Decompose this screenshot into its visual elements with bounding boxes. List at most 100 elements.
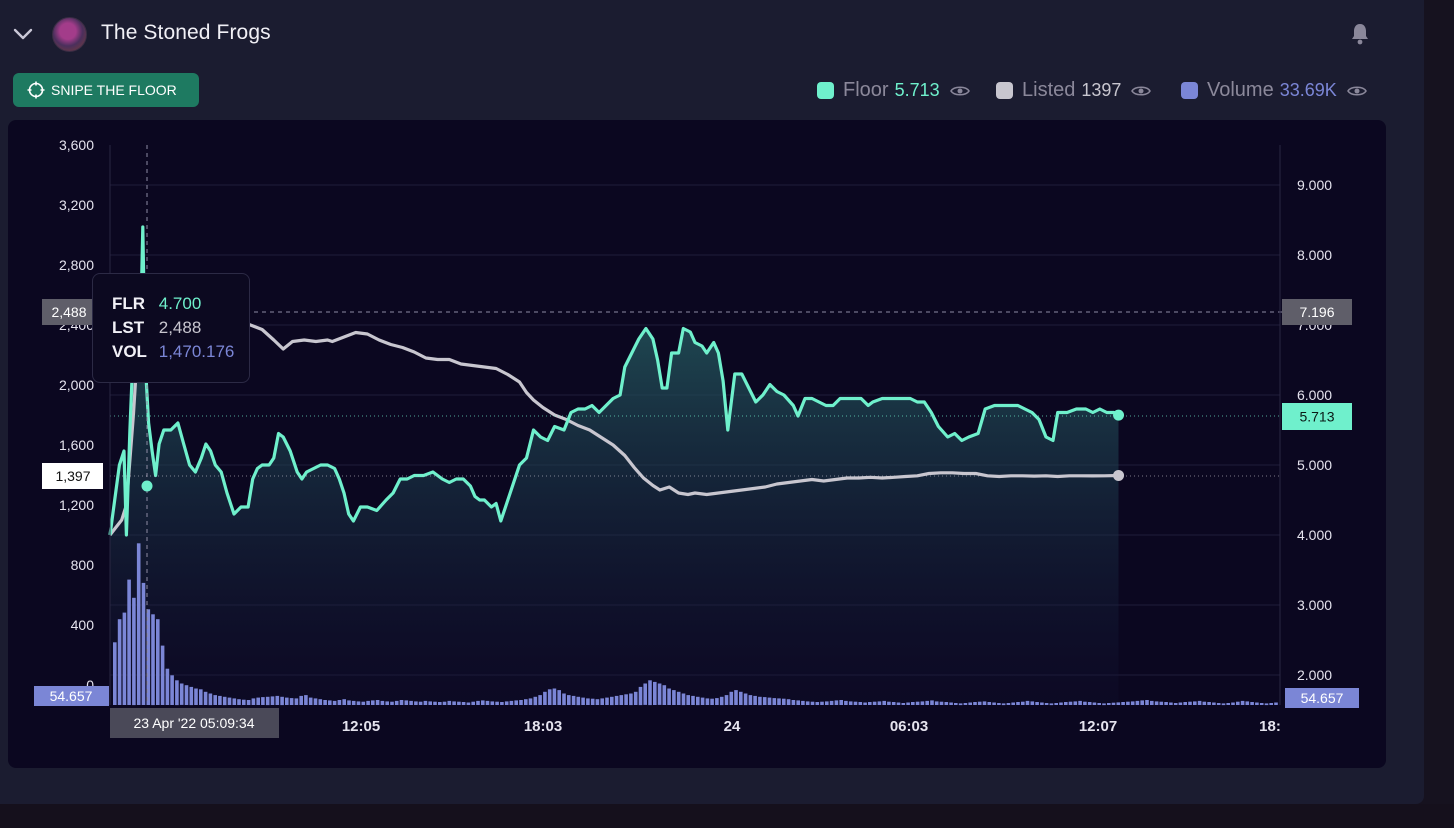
volume-bar [528, 698, 533, 705]
eye-icon[interactable] [1346, 84, 1367, 98]
volume-bar [146, 609, 151, 705]
volume-bar [1159, 701, 1164, 705]
volume-bar [729, 691, 734, 705]
crosshair-time-box [110, 708, 279, 738]
volume-bar [963, 703, 968, 705]
legend-listed[interactable]: Listed 1397 [996, 79, 1152, 102]
volume-bar [256, 697, 260, 705]
volume-bar [122, 612, 127, 705]
volume-bar [954, 703, 958, 705]
volume-bar [801, 700, 805, 705]
left-tick-label: 3,600 [59, 137, 94, 153]
volume-bar [1226, 703, 1230, 705]
volume-bar [920, 701, 925, 705]
right-tick-label: 4.000 [1297, 527, 1332, 543]
volume-bar [1259, 703, 1264, 705]
tooltip-value: 1,470.176 [158, 342, 235, 361]
volume-bar [1188, 701, 1192, 705]
volume-bar [428, 701, 432, 705]
snipe-the-floor-button[interactable]: SNIPE THE FLOOR [13, 73, 199, 107]
volume-bar [232, 698, 237, 705]
volume-bar [1178, 702, 1183, 705]
volume-bar [399, 700, 404, 705]
chevron-down-icon[interactable] [12, 23, 34, 45]
volume-bar [304, 695, 308, 705]
volume-bar [624, 694, 628, 705]
tooltip-value: 4.700 [158, 294, 202, 313]
volume-bar [328, 700, 332, 705]
volume-bar [442, 701, 447, 705]
volume-bar [347, 700, 351, 705]
eye-icon[interactable] [1131, 84, 1152, 98]
volume-bar [1245, 701, 1250, 705]
x-tick-label: 18: [1259, 718, 1281, 735]
volume-bar [361, 701, 366, 705]
volume-bar [409, 700, 413, 705]
volume-bar [533, 696, 538, 706]
volume-bar [934, 701, 939, 705]
left-tick-label: 0 [86, 677, 94, 693]
volume-bar [113, 642, 117, 705]
volume-bar [1169, 702, 1173, 705]
volume-bar [552, 688, 557, 705]
volume-bar [332, 700, 337, 705]
volume-bar [939, 701, 944, 705]
volume-bar [1212, 702, 1216, 705]
volume-bar [562, 693, 566, 706]
eye-icon[interactable] [949, 84, 970, 98]
listed-swatch [996, 82, 1013, 99]
bell-icon[interactable] [1349, 22, 1371, 46]
volume-bar [351, 700, 356, 705]
volume-bar [457, 701, 461, 705]
x-tick-label: 12:07 [1079, 718, 1117, 735]
legend-volume[interactable]: Volume 33.69K [1181, 79, 1367, 102]
volume-bar [944, 702, 949, 705]
volume-bar [1030, 701, 1035, 705]
volume-bar [987, 702, 992, 705]
volume-bar [1202, 701, 1207, 705]
volume-bar [452, 701, 456, 705]
volume-bar [1087, 702, 1092, 705]
volume-bar [676, 691, 681, 705]
legend-volume-value: 33.69K [1279, 80, 1337, 100]
volume-bar [1240, 700, 1245, 705]
volume-bar [318, 699, 323, 705]
volume-bar [753, 695, 757, 705]
volume-bar [1001, 703, 1006, 706]
volume-bar [524, 699, 528, 705]
collection-avatar [52, 17, 87, 52]
volume-bar [868, 702, 872, 705]
volume-bar [657, 683, 662, 705]
legend-floor[interactable]: Floor 5.713 [817, 79, 970, 102]
tooltip-key: VOL [112, 342, 147, 361]
volume-bar [270, 696, 275, 705]
volume-bar [127, 579, 131, 705]
volume-bar [734, 690, 738, 705]
volume-bar [715, 698, 719, 705]
volume-bar [323, 700, 327, 705]
volume-bar [438, 702, 442, 705]
volume-bar [581, 697, 585, 705]
volume-bar [767, 697, 772, 705]
volume-bar [777, 698, 781, 705]
volume-bar [237, 699, 241, 705]
crosshair-floor-dot [141, 480, 153, 492]
volume-bar [681, 693, 686, 706]
chart-container[interactable]: 04008001,2001,6002,0002,4002,8003,2003,6… [8, 120, 1386, 768]
chart-tooltip: FLR 4.700 LST 2,488 VOL 1,470.176 [92, 273, 250, 383]
volume-bar [1097, 703, 1101, 705]
volume-bar [872, 701, 877, 705]
volume-bar [179, 683, 184, 705]
volume-bar [648, 680, 652, 706]
volume-bar [285, 697, 289, 705]
volume-bar [930, 700, 934, 705]
volume-bar [514, 700, 518, 705]
price-chart[interactable]: 04008001,2001,6002,0002,4002,8003,2003,6… [8, 120, 1386, 768]
volume-bar [1121, 702, 1125, 705]
volume-bar [1145, 700, 1149, 705]
volume-bar [567, 695, 571, 705]
volume-bar [1231, 702, 1235, 705]
volume-bar [925, 700, 929, 705]
volume-bar [1164, 702, 1168, 705]
volume-bar [299, 695, 303, 705]
